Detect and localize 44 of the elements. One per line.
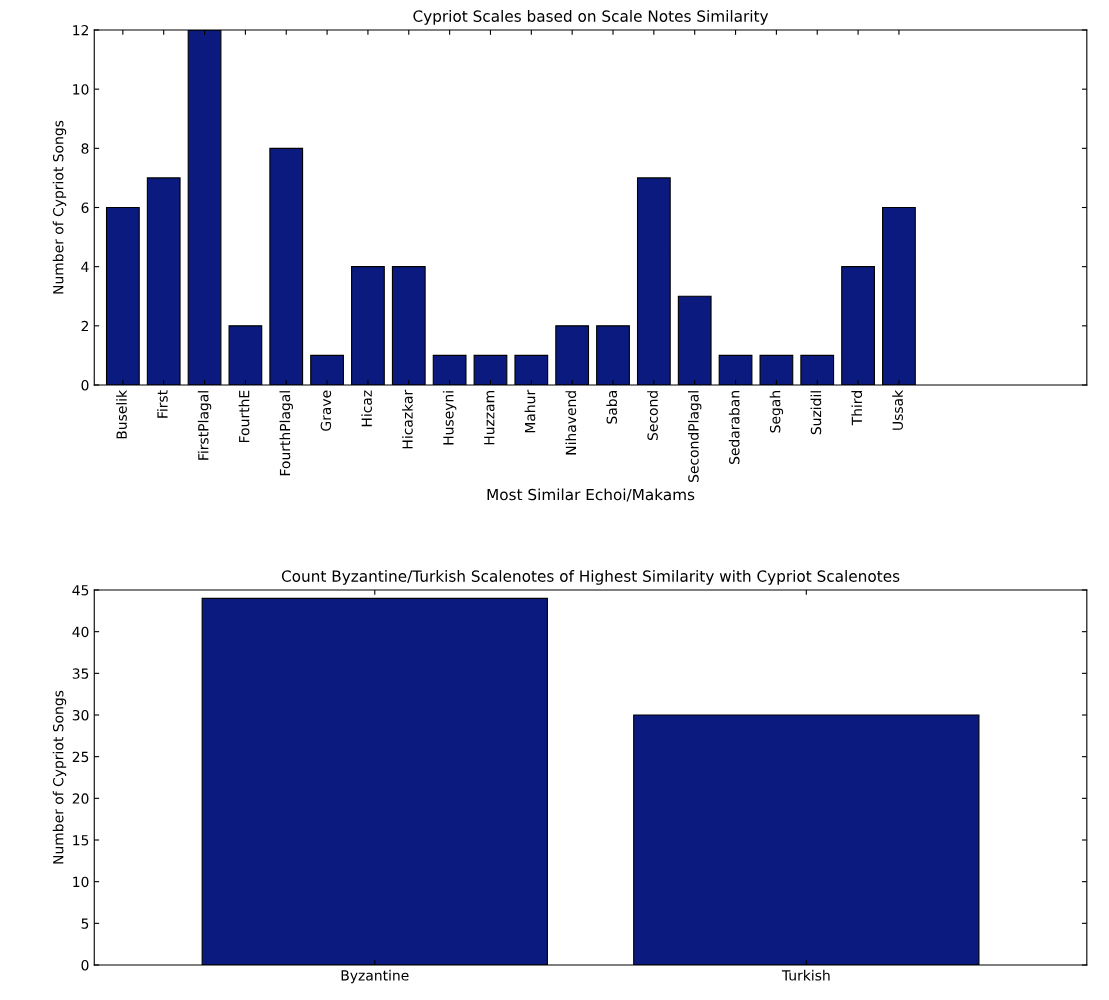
chart-title: Cypriot Scales based on Scale Notes Similarity	[413, 10, 769, 25]
y-tick-label: 8	[81, 143, 89, 154]
y-tick-label: 12	[73, 24, 89, 36]
x-tick-label: Suzidil	[810, 391, 822, 435]
x-tick-label: Grave	[320, 390, 332, 431]
x-tick-label: Second	[647, 391, 658, 441]
x-tick-label: Hicaz	[361, 390, 372, 427]
y-tick-label: 40	[72, 626, 89, 638]
y-tick-label: 5	[81, 918, 89, 929]
x-tick-label: SecondPlagal	[687, 391, 702, 482]
x-tick-label: Saba	[606, 391, 618, 424]
y-tick-label: 4	[81, 261, 89, 272]
x-tick-label: Segah	[769, 391, 784, 433]
x-tick-label: Turkish	[781, 969, 830, 981]
y-axis-title: Number of Cypriot Songs	[52, 120, 67, 294]
x-tick-label: Huzzam	[484, 391, 495, 445]
x-tick-label: Sedaraban	[728, 391, 740, 464]
y-tick-label: 20	[72, 793, 89, 804]
x-tick-label: Nihavend	[565, 391, 577, 455]
y-tick-label: 10	[73, 84, 89, 95]
x-tick-label: Hicazkar	[402, 389, 413, 449]
y-tick-label: 35	[72, 668, 89, 679]
y-tick-label: 25	[72, 751, 89, 763]
y-tick-label: 0	[81, 959, 89, 971]
x-tick-label: Huseyni	[442, 391, 457, 445]
x-axis-title: Most Similar Echoi/Makams	[487, 488, 695, 502]
y-tick-label: 2	[81, 320, 89, 332]
y-axis-title: Number of Cypriot Songs	[52, 690, 67, 864]
x-tick-label: FourthPlagal	[279, 391, 293, 476]
y-tick-label: 15	[73, 835, 89, 846]
chart-title: Count Byzantine/Turkish Scalenotes of Highest Similarity with Cypriot Scalenotes	[281, 570, 900, 585]
x-tick-label: Byzantine	[341, 969, 409, 984]
x-tick-label: FirstPlagal	[197, 391, 212, 460]
x-tick-label: Ussak	[892, 389, 903, 430]
x-tick-label: Buselik	[116, 389, 127, 439]
x-tick-label: First	[156, 390, 168, 418]
y-tick-label: 0	[81, 379, 89, 391]
y-tick-label: 6	[81, 202, 89, 213]
x-tick-label: Mahur	[524, 389, 536, 433]
y-tick-label: 30	[72, 709, 89, 721]
x-tick-label: Third	[851, 391, 863, 426]
x-tick-label: FourthE	[238, 390, 250, 443]
y-tick-label: 10	[73, 876, 89, 888]
y-tick-label: 45	[72, 585, 89, 596]
